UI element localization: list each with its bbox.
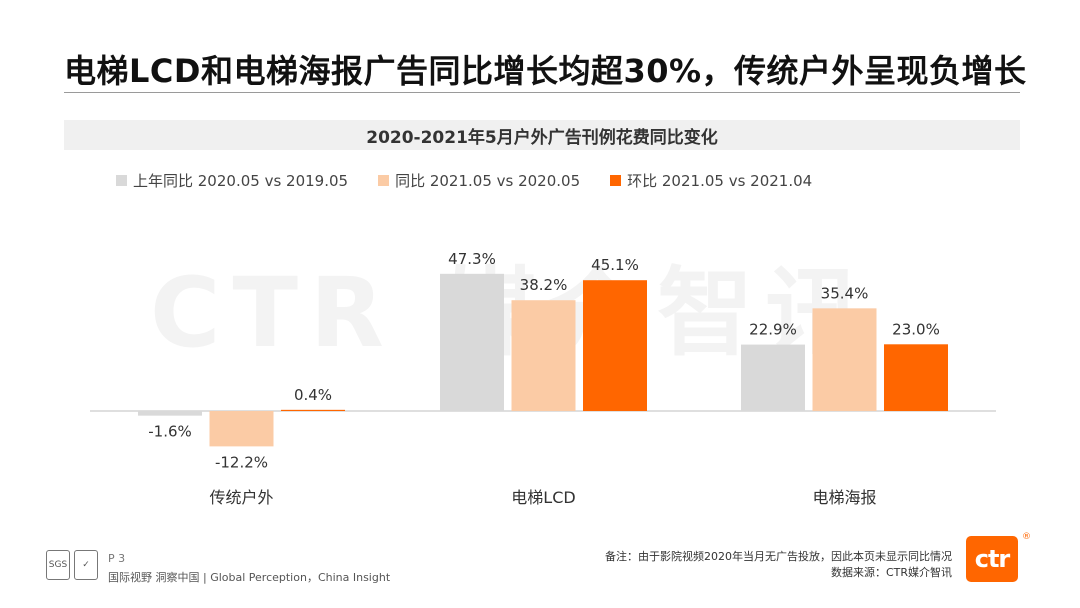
- data-label: 47.3%: [448, 250, 496, 268]
- legend-item-mom: 环比 2021.05 vs 2021.04: [610, 170, 812, 191]
- data-source: 数据来源：CTR媒介智讯: [830, 566, 952, 579]
- footer-notes: 备注：由于影院视频2020年当月无广告投放，因此本页未显示同比情况 数据来源：C…: [605, 549, 952, 581]
- category-label: 电梯海报: [812, 488, 876, 507]
- page-title: 电梯LCD和电梯海报广告同比增长均超30%，传统户外呈现负增长: [64, 52, 1027, 90]
- legend-swatch-peach: [378, 175, 390, 186]
- legend-label: 环比 2021.05 vs 2021.04: [627, 172, 813, 190]
- data-label: 23.0%: [892, 320, 940, 338]
- registered-mark: ®: [1022, 532, 1031, 542]
- bar-1-3: [741, 344, 805, 411]
- category-label: 电梯LCD: [511, 488, 575, 507]
- bar-3-3: [884, 344, 948, 411]
- legend-label: 同比 2021.05 vs 2020.05: [395, 172, 581, 190]
- bar-2-1: [209, 411, 274, 447]
- bar-1-1: [138, 411, 202, 416]
- legend-label: 上年同比 2020.05 vs 2019.05: [133, 172, 349, 190]
- data-label: 38.2%: [520, 276, 568, 294]
- bar-2-2: [511, 300, 576, 411]
- data-label: -12.2%: [215, 453, 268, 471]
- footer-tagline: 国际视野 洞察中国 | Global Perception，China Insi…: [108, 571, 391, 584]
- data-label: 45.1%: [591, 256, 639, 274]
- certification-logo: SGS ✓: [46, 550, 98, 580]
- legend-swatch-gray: [116, 175, 127, 186]
- legend-item-prev-year: 上年同比 2020.05 vs 2019.05: [116, 170, 348, 191]
- title-divider: [64, 92, 1020, 93]
- data-label: 35.4%: [821, 284, 869, 302]
- bar-3-1: [281, 409, 345, 411]
- bar-3-2: [583, 280, 647, 411]
- data-label: 0.4%: [294, 386, 332, 404]
- chart-legend: 上年同比 2020.05 vs 2019.05 同比 2021.05 vs 20…: [116, 170, 842, 191]
- data-label: -1.6%: [148, 423, 192, 441]
- bar-2-3: [812, 308, 877, 411]
- category-label: 传统户外: [209, 488, 273, 507]
- page-number: P 3: [108, 552, 126, 565]
- data-label: 22.9%: [749, 321, 797, 339]
- legend-swatch-orange: [610, 175, 622, 186]
- footnote: 备注：由于影院视频2020年当月无广告投放，因此本页未显示同比情况: [605, 550, 952, 563]
- legend-item-yoy: 同比 2021.05 vs 2020.05: [378, 170, 580, 191]
- certification-mark-icon: ✓: [74, 550, 98, 580]
- certification-badge-icon: SGS: [46, 550, 70, 580]
- ctr-logo: ctr: [966, 536, 1018, 582]
- chart-title: 2020-2021年5月户外广告刊例花费同比变化: [64, 120, 1020, 150]
- bar-1-2: [440, 273, 504, 411]
